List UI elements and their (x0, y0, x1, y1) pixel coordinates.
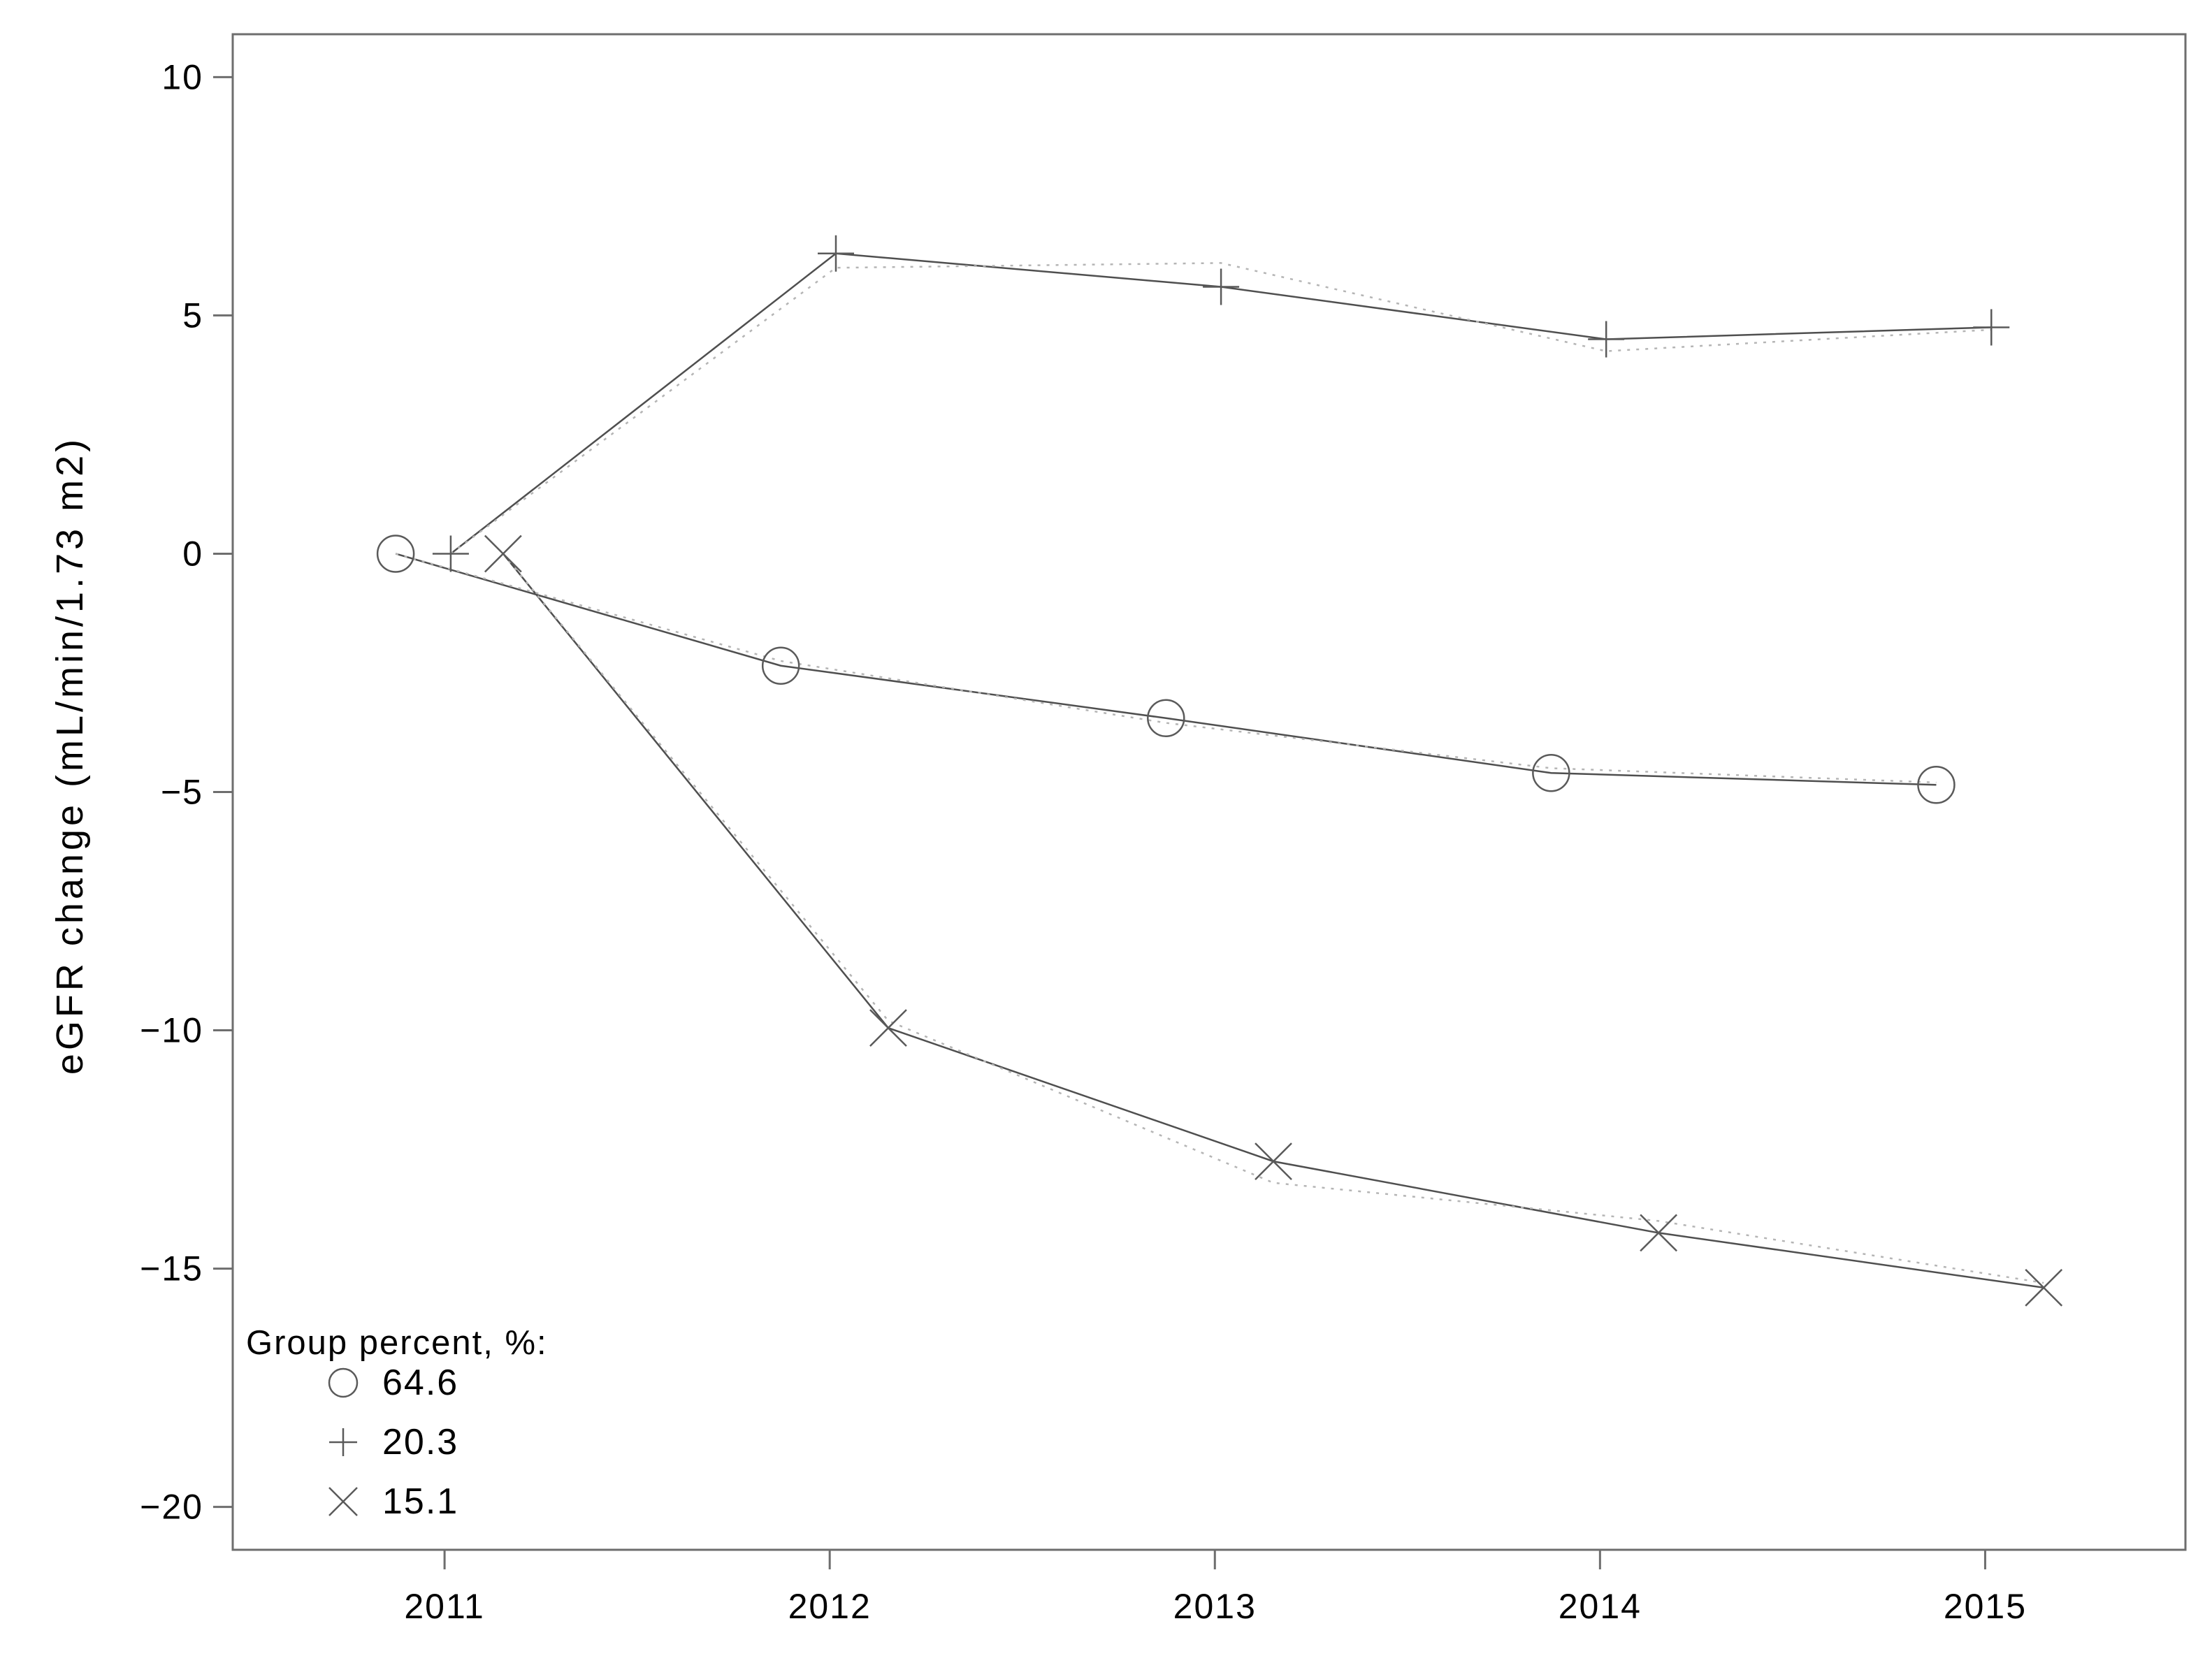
x-icon (328, 1487, 358, 1516)
x-tick-label: 2015 (1944, 1587, 2027, 1626)
legend-label: 64.6 (382, 1363, 458, 1403)
legend-label: 15.1 (382, 1481, 458, 1522)
y-tick-label: −10 (140, 1011, 203, 1050)
x-marker-15.1 (484, 535, 522, 573)
x-tick-label: 2013 (1173, 1587, 1257, 1626)
circle-marker-64.6 (761, 646, 800, 685)
y-tick-label: 0 (182, 534, 203, 573)
y-tick-label: −15 (140, 1249, 203, 1288)
x-marker-15.1 (1255, 1142, 1292, 1180)
y-axis-title: eGFR change (mL/min/1.73 m2) (49, 436, 91, 1075)
x-marker-15.1 (1640, 1214, 1677, 1252)
dotted-line-20.3-dotted (450, 262, 1992, 555)
y-tick-label: −5 (161, 773, 203, 812)
x-marker-15.1 (869, 1009, 907, 1047)
x-tick-label: 2012 (788, 1587, 872, 1626)
chart-background (28, 11, 2212, 1653)
legend-label: 20.3 (382, 1422, 458, 1462)
legend-title: Group percent, %: (246, 1324, 548, 1362)
series-line-64.6 (395, 553, 1937, 786)
y-tick-label: −20 (140, 1488, 203, 1527)
circle-marker-64.6 (376, 535, 415, 573)
x-tick-label: 2014 (1559, 1587, 1642, 1626)
circle-marker-64.6 (1147, 699, 1185, 738)
x-tick-label: 2011 (404, 1587, 485, 1626)
y-tick-label: 5 (182, 296, 203, 335)
circle-icon (328, 1367, 359, 1398)
y-tick-label: 10 (161, 57, 203, 96)
circle-marker-64.6 (1917, 766, 1956, 804)
chart-canvas: 10 5 0 −5 −10 −15 −20 2011 2012 2013 2014 2015 eGFR … (28, 11, 2212, 1653)
egfr-change-line-chart: 10 5 0 −5 −10 −15 −20 2011 2012 2013 2014 2015 eGFR … (28, 11, 2212, 1653)
circle-marker-64.6 (1532, 753, 1570, 792)
x-marker-15.1 (2025, 1268, 2063, 1307)
